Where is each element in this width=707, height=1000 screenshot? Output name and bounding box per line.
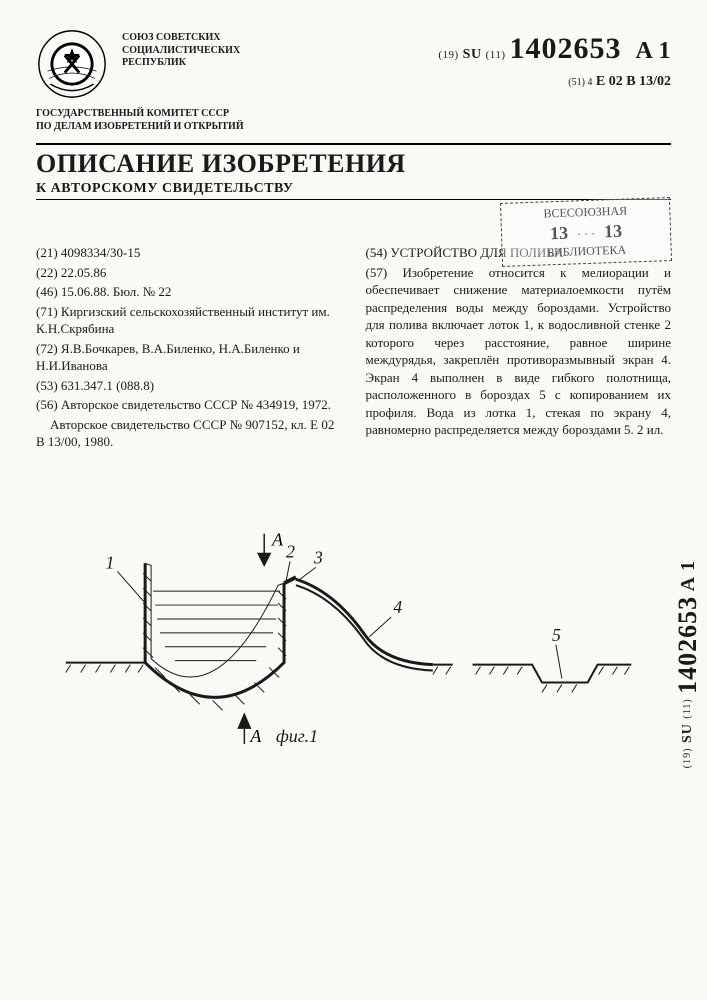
svg-text:1: 1: [105, 552, 114, 572]
stamp-number: 13: [550, 221, 569, 245]
field-46: (46) 15.06.88. Бюл. № 22: [36, 283, 342, 301]
ipc-code: E 02 B 13/02: [596, 74, 671, 89]
side-su: SU: [680, 723, 695, 743]
divider: [36, 143, 671, 145]
code-19: (19): [438, 49, 458, 61]
codes-block: (19) SU (11) 1402653 A 1 (51) 4 E 02 B 1…: [256, 28, 671, 90]
kind-code: A 1: [635, 38, 671, 64]
side-kind: A 1: [677, 560, 699, 591]
patent-number: 1402653: [509, 32, 621, 65]
side-number: 1402653: [673, 596, 702, 694]
org-line: РЕСПУБЛИК: [122, 57, 242, 70]
committee-line: ГОСУДАРСТВЕННЫЙ КОМИТЕТ СССР: [36, 108, 256, 121]
svg-text:4: 4: [393, 597, 402, 617]
field-56: (56) Авторское свидетельство СССР № 4349…: [36, 396, 342, 414]
side-publication-number: (19) SU (11) 1402653 A 1: [673, 560, 703, 768]
field-72: (72) Я.В.Бочкарев, В.А.Биленко, Н.А.Биле…: [36, 340, 342, 375]
field-56b: Авторское свидетельство СССР № 907152, к…: [36, 416, 342, 451]
section-mark: A: [249, 726, 261, 746]
side-code-19: (19): [682, 748, 693, 769]
code-11: (11): [486, 49, 506, 61]
svg-text:5: 5: [552, 625, 561, 645]
committee-name: ГОСУДАРСТВЕННЫЙ КОМИТЕТ СССР ПО ДЕЛАМ ИЗ…: [36, 108, 256, 133]
header-row: СОЮЗ СОВЕТСКИХ СОЦИАЛИСТИЧЕСКИХ РЕСПУБЛИ…: [36, 28, 671, 100]
su-label: SU: [463, 47, 482, 62]
section-mark: A: [271, 530, 283, 550]
field-53: (53) 631.347.1 (088.8): [36, 377, 342, 395]
left-column: (21) 4098334/30-15 (22) 22.05.86 (46) 15…: [36, 244, 342, 453]
field-57: (57) Изобретение относится к мелиорации …: [366, 264, 672, 439]
body-columns: (21) 4098334/30-15 (22) 22.05.86 (46) 15…: [36, 244, 671, 453]
field-22: (22) 22.05.86: [36, 264, 342, 282]
right-column: (54) УСТРОЙСТВО ДЛЯ ПОЛИВА (57) Изобрете…: [366, 244, 672, 453]
ipc-classification: (51) 4 E 02 B 13/02: [256, 74, 671, 90]
publication-number: (19) SU (11) 1402653 A 1: [256, 32, 671, 66]
svg-text:2: 2: [286, 541, 295, 561]
svg-text:3: 3: [313, 547, 323, 567]
figure-1: A A 1 2 3 4 5 фиг.1: [36, 473, 671, 753]
org-line: СОЮЗ СОВЕТСКИХ: [122, 32, 242, 45]
stamp-number: 13: [604, 219, 623, 243]
side-code-11: (11): [682, 698, 693, 718]
code-51: (51) 4: [568, 77, 592, 88]
field-71: (71) Киргизский сельскохозяйственный инс…: [36, 303, 342, 338]
document-subtitle: К АВТОРСКОМУ СВИДЕТЕЛЬСТВУ: [36, 181, 671, 197]
org-name: СОЮЗ СОВЕТСКИХ СОЦИАЛИСТИЧЕСКИХ РЕСПУБЛИ…: [122, 28, 242, 70]
library-stamp: ВСЕСОЮЗНАЯ 13 · · · 13 БИБЛИОТЕКА: [500, 197, 672, 267]
org-line: СОЦИАЛИСТИЧЕСКИХ: [122, 45, 242, 58]
committee-line: ПО ДЕЛАМ ИЗОБРЕТЕНИЙ И ОТКРЫТИЙ: [36, 121, 256, 134]
document-title: ОПИСАНИЕ ИЗОБРЕТЕНИЯ: [36, 149, 671, 179]
ussr-emblem-icon: [36, 28, 108, 100]
patent-page: СОЮЗ СОВЕТСКИХ СОЦИАЛИСТИЧЕСКИХ РЕСПУБЛИ…: [0, 0, 707, 1000]
field-21: (21) 4098334/30-15: [36, 244, 342, 262]
figure-label: фиг.1: [276, 726, 318, 747]
